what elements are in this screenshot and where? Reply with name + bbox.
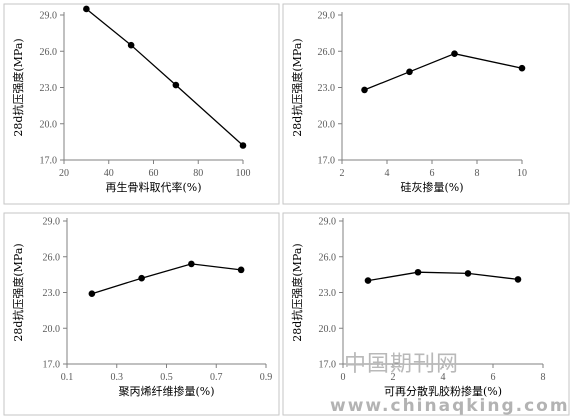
data-point <box>464 270 472 277</box>
y-tick-label: 20.0 <box>318 119 336 130</box>
y-tick-label: 26.0 <box>318 47 336 58</box>
x-tick-label: 40 <box>104 168 114 179</box>
y-tick-label: 17.0 <box>319 360 337 371</box>
y-tick-label: 23.0 <box>318 83 336 94</box>
y-tick-label: 17.0 <box>43 360 61 371</box>
data-point <box>518 64 526 72</box>
y-tick-label: 23.0 <box>319 288 337 299</box>
y-tick-label: 23.0 <box>40 83 58 94</box>
x-tick-label: 0.5 <box>160 372 173 383</box>
x-tick-label: 4 <box>441 372 446 383</box>
x-tick-label: 2 <box>391 372 396 383</box>
x-tick-label: 6 <box>491 372 496 383</box>
y-tick-label: 20.0 <box>319 324 337 335</box>
x-tick-label: 8 <box>541 372 546 383</box>
series-line <box>367 271 519 282</box>
x-tick-label: 20 <box>59 168 69 179</box>
y-tick-label: 29.0 <box>319 217 337 228</box>
data-point <box>88 290 96 297</box>
x-tick-label: 8 <box>475 168 480 179</box>
data-point <box>364 277 372 284</box>
y-axis-title: 28d抗压强度(MPa) <box>290 38 304 136</box>
y-axis-title: 28d抗压强度(MPa) <box>290 243 304 341</box>
y-tick-label: 29.0 <box>318 11 336 22</box>
data-point <box>83 5 90 13</box>
y-tick-label: 23.0 <box>43 288 61 299</box>
series-line <box>91 263 242 295</box>
x-axis-title: 再生骨料取代率(%) <box>105 180 201 194</box>
x-tick-label: 100 <box>236 168 251 179</box>
y-axis-title: 28d抗压强度(MPa) <box>11 243 25 341</box>
x-tick-label: 0 <box>341 372 346 383</box>
data-point <box>451 50 458 57</box>
x-tick-label: 60 <box>149 168 159 179</box>
y-tick-label: 17.0 <box>40 156 58 167</box>
y-tick-label: 20.0 <box>43 324 61 335</box>
y-axis-title: 28d抗压强度(MPa) <box>11 38 25 136</box>
x-tick-label: 2 <box>340 168 345 179</box>
y-tick-label: 26.0 <box>40 47 58 58</box>
y-tick-label: 29.0 <box>43 217 61 228</box>
x-tick-label: 0.9 <box>260 372 273 383</box>
data-point <box>406 68 413 76</box>
panel-frame-1 <box>3 3 280 205</box>
watermark-url-text: www.chinaqking.com <box>330 396 570 416</box>
x-axis-title: 硅灰掺量(%) <box>400 180 463 194</box>
panel-frame-3 <box>3 212 280 416</box>
x-axis-title: 聚丙烯纤维掺量(%) <box>118 384 214 398</box>
panel-frame-2 <box>282 3 570 205</box>
watermark-chinese-text: 中国期刊网 <box>344 352 460 377</box>
y-tick-label: 26.0 <box>43 252 61 263</box>
data-point <box>172 81 180 89</box>
series-line <box>85 8 244 146</box>
y-tick-label: 26.0 <box>319 252 337 263</box>
y-tick-label: 29.0 <box>40 11 58 22</box>
x-tick-label: 4 <box>385 168 390 179</box>
x-tick-label: 0.7 <box>210 372 223 383</box>
y-tick-label: 17.0 <box>318 156 336 167</box>
data-point <box>239 142 247 149</box>
x-tick-label: 6 <box>430 168 435 179</box>
data-point <box>361 86 368 94</box>
x-tick-label: 0.3 <box>111 372 124 383</box>
series-line <box>364 53 523 91</box>
data-point <box>188 260 195 268</box>
x-tick-label: 80 <box>193 168 203 179</box>
data-point <box>414 268 422 276</box>
panel-frame-4 <box>282 212 570 416</box>
x-axis-title: 可再分散乳胶粉掺量(%) <box>384 384 502 398</box>
y-tick-label: 20.0 <box>40 119 58 130</box>
data-point <box>138 274 145 282</box>
data-point <box>237 266 245 274</box>
data-point <box>127 41 135 49</box>
x-tick-label: 0.1 <box>61 372 74 383</box>
x-tick-label: 10 <box>517 168 527 179</box>
data-point <box>514 276 522 283</box>
